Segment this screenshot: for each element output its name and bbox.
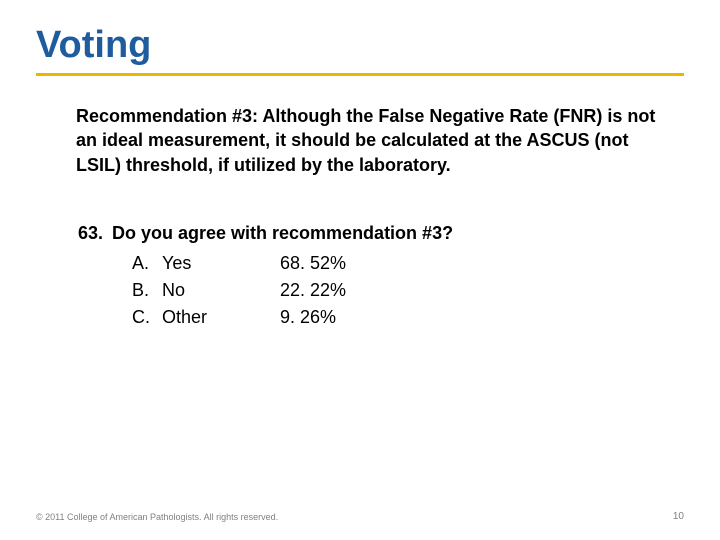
- option-label: Other: [162, 304, 280, 331]
- option-row: B. No 22. 22%: [132, 277, 664, 304]
- options-list: A. Yes 68. 52% B. No 22. 22% C. Other 9.…: [78, 250, 664, 331]
- option-value: 9. 26%: [280, 304, 336, 331]
- question-line: 63.Do you agree with recommendation #3?: [78, 223, 664, 244]
- slide-title: Voting: [36, 24, 684, 67]
- option-label: Yes: [162, 250, 280, 277]
- page-number: 10: [673, 511, 684, 522]
- question-text: Do you agree with recommendation #3?: [112, 223, 453, 243]
- question-number: 63.: [78, 223, 112, 244]
- slide: Voting Recommendation #3: Although the F…: [0, 0, 720, 540]
- option-value: 22. 22%: [280, 277, 346, 304]
- option-letter: C.: [132, 304, 162, 331]
- question-block: 63.Do you agree with recommendation #3? …: [76, 223, 664, 331]
- copyright-text: © 2011 College of American Pathologists.…: [36, 512, 278, 522]
- option-row: C. Other 9. 26%: [132, 304, 664, 331]
- recommendation-text: Recommendation #3: Although the False Ne…: [76, 104, 664, 177]
- option-label: No: [162, 277, 280, 304]
- option-row: A. Yes 68. 52%: [132, 250, 664, 277]
- footer: © 2011 College of American Pathologists.…: [36, 511, 684, 522]
- option-letter: A.: [132, 250, 162, 277]
- option-letter: B.: [132, 277, 162, 304]
- content-area: Recommendation #3: Although the False Ne…: [36, 104, 684, 331]
- title-underline: [36, 73, 684, 76]
- option-value: 68. 52%: [280, 250, 346, 277]
